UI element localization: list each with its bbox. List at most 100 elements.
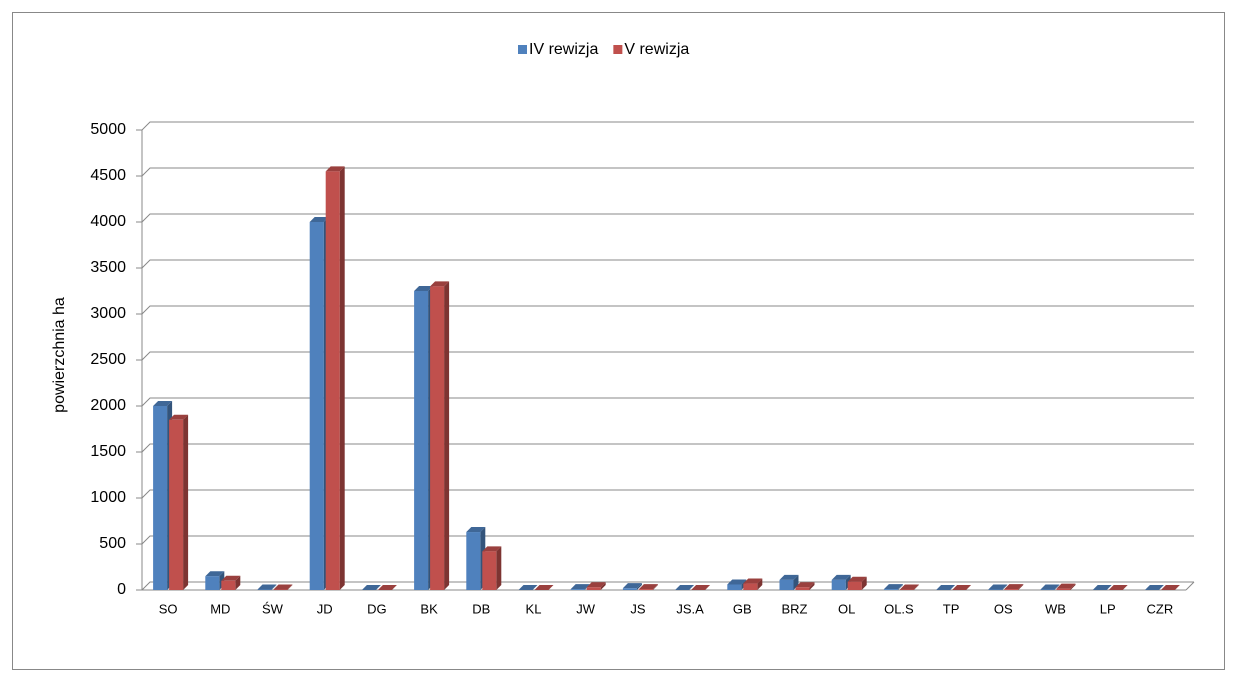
bar-side	[1070, 583, 1076, 590]
bar-top	[221, 575, 241, 581]
bar-side	[1002, 584, 1008, 590]
x-tick-label: DG	[367, 601, 387, 616]
bar-front	[847, 581, 862, 590]
bar-top	[430, 281, 450, 287]
bar-top	[309, 217, 329, 222]
bar-side	[600, 582, 606, 590]
bar-side	[271, 584, 277, 590]
grid-line	[141, 121, 1194, 131]
bar	[221, 575, 241, 590]
bar-top	[273, 584, 293, 590]
bar	[952, 585, 972, 590]
bar-top	[795, 582, 815, 588]
bar-front	[430, 286, 445, 590]
bar-top	[1144, 585, 1164, 590]
bar-top	[743, 578, 763, 584]
bar-front	[638, 589, 653, 590]
grid-line	[141, 489, 1194, 499]
bar-front	[325, 171, 340, 590]
bar-top	[1004, 584, 1024, 590]
x-tick-label: CZR	[1147, 601, 1174, 616]
bar-top	[899, 584, 919, 590]
bar-top	[586, 582, 606, 588]
bar-top	[1108, 585, 1128, 590]
bar-side	[636, 583, 642, 590]
bar-top	[1040, 584, 1060, 590]
bar-front	[221, 580, 236, 590]
bar	[361, 585, 381, 590]
legend-swatch	[613, 45, 623, 54]
bar	[795, 582, 815, 590]
legend-swatch	[518, 45, 527, 54]
bar	[325, 166, 345, 590]
bar	[1108, 585, 1128, 590]
x-tick-label: JD	[317, 601, 333, 616]
grid-line	[141, 443, 1194, 453]
x-tick-label: OL	[838, 601, 855, 616]
bar	[883, 584, 903, 590]
y-tick-label: 4000	[90, 213, 126, 230]
y-tick-label: 3500	[90, 259, 126, 276]
y-tick-label: 500	[99, 535, 126, 552]
bar-top	[1160, 585, 1180, 590]
bar	[1056, 583, 1076, 590]
bar	[675, 585, 695, 590]
bar-top	[883, 584, 903, 590]
bar-side	[809, 582, 815, 590]
x-tick-label: OL.S	[884, 601, 914, 616]
bar	[691, 585, 711, 590]
bar-side	[861, 576, 867, 590]
bar	[622, 583, 642, 590]
bar-top	[779, 574, 799, 580]
bar-top	[831, 574, 851, 580]
bar-front	[570, 589, 585, 590]
grid-line	[141, 397, 1194, 407]
bar-front	[466, 532, 481, 590]
bar-top	[1092, 585, 1112, 590]
bar	[988, 584, 1008, 590]
bar	[482, 546, 502, 590]
x-tick-label: MD	[210, 601, 230, 616]
x-tick-label: TP	[943, 601, 960, 616]
bar-side	[287, 584, 293, 590]
bar-front	[586, 587, 601, 590]
bar	[899, 584, 919, 590]
bar-top	[1056, 583, 1076, 589]
bar-front	[831, 579, 846, 590]
legend-label: IV rewizja	[529, 41, 598, 58]
floor-edge	[1185, 581, 1195, 591]
bar-top	[570, 584, 590, 590]
bar	[534, 585, 554, 590]
grid-line	[141, 167, 1194, 177]
bar-top	[988, 584, 1008, 590]
x-tick-label: DB	[472, 601, 490, 616]
bar-front	[309, 222, 324, 590]
bar-top	[638, 584, 658, 590]
bar	[847, 576, 867, 590]
y-tick-label: 2500	[90, 351, 126, 368]
bar-side	[1018, 584, 1024, 590]
x-tick-label: SO	[159, 601, 178, 616]
bar-top	[727, 579, 747, 585]
y-tick-label: 5000	[90, 121, 126, 138]
bar-front	[1056, 588, 1071, 590]
bar	[377, 585, 397, 590]
grid-line	[141, 305, 1194, 315]
bar-front	[1004, 589, 1019, 590]
bar-top	[534, 585, 554, 590]
x-tick-label: BRZ	[782, 601, 808, 616]
bar-front	[482, 551, 497, 590]
bar	[257, 584, 277, 590]
x-tick-label: GB	[733, 601, 752, 616]
bar-top	[169, 414, 189, 420]
bar	[1144, 585, 1164, 590]
bar-side	[183, 414, 189, 590]
grid-line	[141, 535, 1194, 545]
bar-side	[652, 584, 658, 590]
bar-front	[795, 587, 810, 590]
bar-side	[339, 166, 345, 590]
bar-side	[235, 575, 241, 590]
bar	[1004, 584, 1024, 590]
bar-side	[897, 584, 903, 590]
